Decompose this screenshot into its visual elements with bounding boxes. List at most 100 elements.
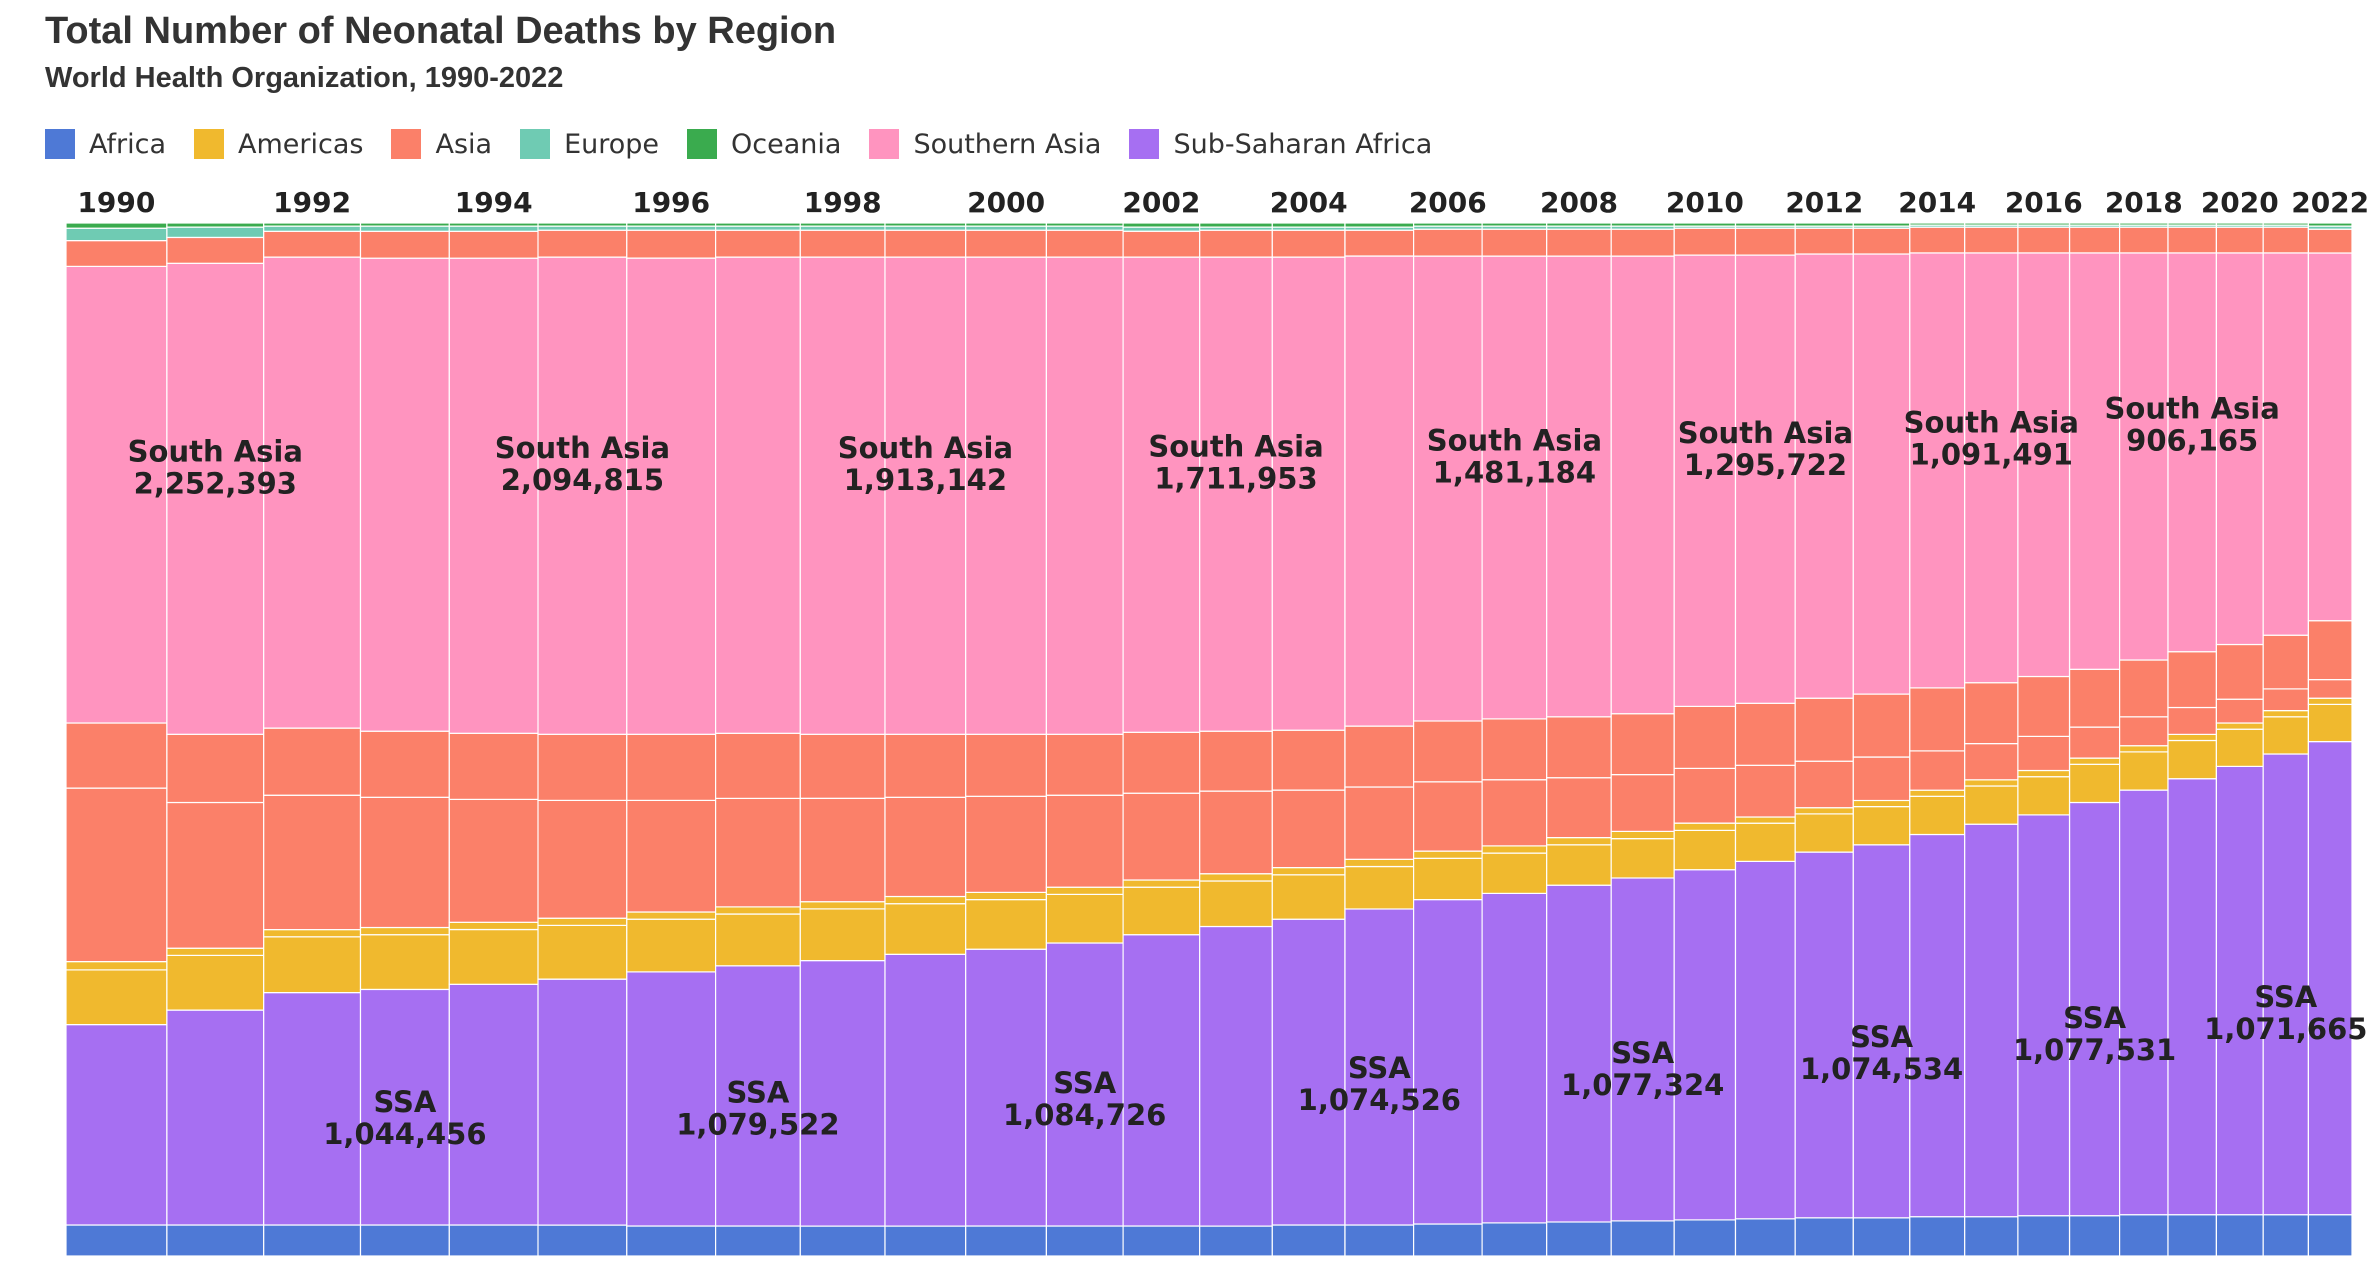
segment-europe-1993[interactable] [359, 225, 450, 232]
segment-africa-2016[interactable] [2017, 1215, 2071, 1257]
segment-asia_lower-2015[interactable] [1964, 742, 2019, 781]
segment-asia_top-2022[interactable] [2307, 228, 2353, 254]
segment-oceania-2006[interactable] [1412, 222, 1483, 227]
segment-asia_lower-2018[interactable] [2119, 716, 2169, 747]
segment-americas_thin-2012[interactable] [1794, 807, 1854, 815]
segment-ssa-2002[interactable] [1122, 934, 1201, 1227]
segment-americas_thin-2011[interactable] [1734, 816, 1796, 824]
segment-ssa-2008[interactable] [1546, 884, 1612, 1223]
segment-africa-2003[interactable] [1199, 1225, 1273, 1257]
segment-africa-2012[interactable] [1794, 1217, 1854, 1257]
segment-europe-1999[interactable] [884, 225, 967, 231]
segment-americas_thin-2001[interactable] [1045, 886, 1124, 896]
segment-oceania-1995[interactable] [537, 222, 628, 227]
segment-europe-2000[interactable] [965, 225, 1048, 231]
segment-asia_mid-1995[interactable] [537, 733, 628, 801]
segment-ssa-2015[interactable] [1964, 823, 2019, 1218]
segment-southern_asia-2007[interactable] [1481, 255, 1548, 720]
segment-americas_thin-1991[interactable] [166, 947, 265, 957]
segment-southern_asia-2003[interactable] [1199, 256, 1273, 732]
segment-africa-1993[interactable] [359, 1224, 450, 1257]
segment-ssa-2009[interactable] [1610, 877, 1675, 1222]
segment-americas-2002[interactable] [1122, 886, 1201, 936]
segment-asia_mid-2006[interactable] [1412, 720, 1483, 783]
segment-asia_mid-2017[interactable] [2069, 668, 2121, 728]
segment-asia_lower-2012[interactable] [1794, 760, 1854, 809]
segment-ssa-2001[interactable] [1045, 942, 1124, 1227]
segment-africa-2021[interactable] [2262, 1214, 2309, 1257]
segment-oceania-2005[interactable] [1344, 222, 1415, 228]
segment-americas_thin-1999[interactable] [884, 895, 967, 905]
segment-americas-2019[interactable] [2167, 739, 2218, 780]
segment-oceania-1999[interactable] [884, 222, 967, 227]
segment-southern_asia-1997[interactable] [714, 256, 801, 734]
segment-americas_thin-2010[interactable] [1673, 822, 1737, 832]
segment-americas_thin-2020[interactable] [2215, 722, 2264, 730]
segment-africa-2000[interactable] [965, 1225, 1048, 1257]
segment-americas_thin-2017[interactable] [2069, 757, 2121, 765]
segment-europe-2002[interactable] [1122, 226, 1201, 232]
segment-americas_thin-2015[interactable] [1964, 779, 2019, 787]
segment-europe-1994[interactable] [448, 225, 539, 232]
segment-asia_mid-1998[interactable] [799, 733, 886, 799]
segment-asia_mid-1993[interactable] [359, 730, 450, 798]
segment-oceania-2009[interactable] [1610, 222, 1675, 227]
segment-africa-2007[interactable] [1481, 1222, 1548, 1257]
segment-asia_mid-2000[interactable] [965, 733, 1048, 797]
segment-asia_top-2015[interactable] [1964, 226, 2019, 254]
segment-asia_mid-2018[interactable] [2119, 659, 2169, 718]
segment-oceania-2014[interactable] [1909, 222, 1966, 226]
segment-ssa-1996[interactable] [626, 971, 717, 1227]
segment-asia_mid-2009[interactable] [1610, 713, 1675, 776]
segment-americas-2001[interactable] [1045, 893, 1124, 944]
segment-asia_lower-2000[interactable] [965, 795, 1048, 893]
segment-asia_top-2019[interactable] [2167, 226, 2218, 254]
segment-asia_mid-1996[interactable] [626, 733, 717, 801]
segment-asia_mid-2020[interactable] [2215, 643, 2264, 700]
segment-africa-2019[interactable] [2167, 1214, 2218, 1257]
segment-asia_top-2009[interactable] [1610, 228, 1675, 257]
segment-americas-2013[interactable] [1852, 805, 1911, 846]
segment-americas-1992[interactable] [263, 936, 362, 994]
segment-oceania-2001[interactable] [1045, 222, 1124, 227]
segment-asia_top-2007[interactable] [1481, 228, 1548, 257]
segment-americas_thin-2009[interactable] [1610, 830, 1675, 840]
segment-americas_thin-2003[interactable] [1199, 873, 1273, 882]
segment-americas_thin-2000[interactable] [965, 891, 1048, 901]
segment-asia_lower-2013[interactable] [1852, 756, 1911, 802]
segment-asia_top-1994[interactable] [448, 230, 539, 259]
segment-asia_mid-2019[interactable] [2167, 651, 2218, 709]
segment-africa-2002[interactable] [1122, 1225, 1201, 1257]
segment-oceania-2019[interactable] [2167, 222, 2218, 226]
segment-asia_lower-1999[interactable] [884, 796, 967, 898]
segment-americas_thin-2019[interactable] [2167, 733, 2218, 742]
segment-asia_lower-1996[interactable] [626, 799, 717, 913]
segment-americas_thin-1998[interactable] [799, 901, 886, 910]
segment-asia_top-2013[interactable] [1852, 227, 1911, 255]
segment-asia_top-2014[interactable] [1909, 226, 1966, 254]
segment-americas_thin-1994[interactable] [448, 921, 539, 931]
segment-ssa-2007[interactable] [1481, 892, 1548, 1224]
segment-africa-1996[interactable] [626, 1225, 717, 1257]
segment-oceania-2007[interactable] [1481, 222, 1548, 227]
segment-ssa-1992[interactable] [263, 991, 362, 1226]
segment-ssa-2006[interactable] [1412, 898, 1483, 1225]
segment-ssa-2017[interactable] [2069, 801, 2121, 1217]
segment-ssa-2014[interactable] [1909, 833, 1966, 1218]
segment-americas_thin-2021[interactable] [2262, 709, 2309, 718]
segment-asia_top-2017[interactable] [2069, 226, 2121, 254]
segment-americas_thin-2014[interactable] [1909, 789, 1966, 797]
segment-asia_lower-1992[interactable] [263, 794, 362, 931]
segment-southern_asia-2002[interactable] [1122, 256, 1201, 733]
segment-asia_mid-2014[interactable] [1909, 687, 1966, 752]
segment-americas-2014[interactable] [1909, 795, 1966, 836]
segment-ssa-1997[interactable] [714, 965, 801, 1227]
segment-americas_thin-2004[interactable] [1271, 866, 1346, 876]
segment-oceania-2011[interactable] [1734, 222, 1796, 227]
segment-americas-2018[interactable] [2119, 751, 2169, 791]
segment-southern_asia-2018[interactable] [2119, 252, 2169, 661]
segment-asia_top-1998[interactable] [799, 229, 886, 258]
segment-oceania-1991[interactable] [166, 222, 265, 228]
segment-oceania-2018[interactable] [2119, 222, 2169, 226]
segment-asia_top-1996[interactable] [626, 229, 717, 259]
